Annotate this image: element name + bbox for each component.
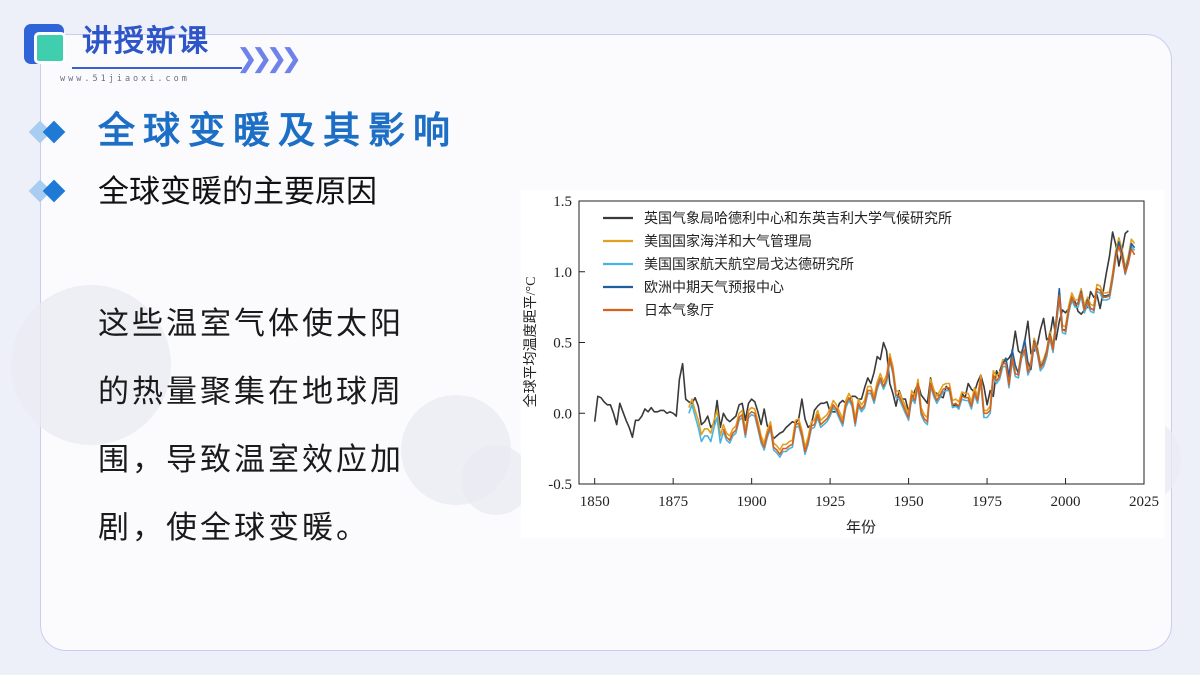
x-tick-label: 2000 bbox=[1051, 494, 1081, 510]
axis-layer: 1850 1875 1900 1925 1950 1975 2000 2025 1.5 1.0 0.… bbox=[548, 194, 1159, 510]
background-decoration bbox=[11, 285, 171, 445]
legend-label: 欧洲中期天气预报中心 bbox=[644, 280, 784, 296]
x-tick-label: 1975 bbox=[972, 494, 1002, 510]
chevrons-icon: ❯❯❯❯ bbox=[236, 44, 302, 74]
y-tick-label: 0.5 bbox=[553, 336, 572, 352]
series-line-2 bbox=[688, 244, 1136, 458]
main-heading: 全球变暖及其影响 bbox=[98, 109, 458, 152]
series-layer bbox=[593, 230, 1136, 458]
logo-icon bbox=[24, 20, 80, 68]
body-paragraph: 这些温室气体使太阳的热量聚集在地球周围，导致温室效应加剧，使全球变暖。 bbox=[98, 306, 404, 546]
section-title: 讲授新课 bbox=[82, 24, 210, 59]
x-tick-label: 1900 bbox=[737, 494, 767, 510]
legend: 英国气象局哈德利中心和东英吉利大学气候研究所美国国家海洋和大气管理局美国国家航天… bbox=[603, 210, 952, 319]
site-url: www.51jiaoxi.com bbox=[60, 74, 190, 84]
section-title-underline bbox=[72, 67, 242, 69]
y-axis-label: 全球平均温度距平/°C bbox=[522, 277, 539, 408]
legend-label: 美国国家航天航空局戈达德研究所 bbox=[644, 256, 854, 273]
chart-svg: 1850 1875 1900 1925 1950 1975 2000 2025 1.5 1.0 0.… bbox=[522, 194, 1159, 536]
x-tick-label: 1850 bbox=[580, 494, 610, 510]
sub-heading: 全球变暖的主要原因 bbox=[98, 174, 377, 210]
x-axis-label: 年份 bbox=[846, 519, 876, 536]
legend-label: 日本气象厅 bbox=[644, 303, 714, 319]
y-tick-label: 1.0 bbox=[553, 265, 572, 281]
legend-label: 美国国家海洋和大气管理局 bbox=[644, 233, 812, 250]
y-tick-label: 1.5 bbox=[553, 194, 572, 210]
x-tick-label: 1875 bbox=[658, 494, 688, 510]
series-line-0 bbox=[593, 230, 1129, 440]
y-tick-label: 0.0 bbox=[553, 406, 572, 422]
series-line-4 bbox=[722, 245, 1136, 456]
legend-label: 英国气象局哈德利中心和东英吉利大学气候研究所 bbox=[644, 210, 952, 227]
temperature-chart: 1850 1875 1900 1925 1950 1975 2000 2025 1.5 1.0 0.… bbox=[521, 190, 1165, 538]
background-decoration bbox=[461, 445, 531, 515]
x-tick-label: 2025 bbox=[1129, 494, 1159, 510]
y-tick-label: -0.5 bbox=[548, 477, 572, 493]
x-tick-label: 1950 bbox=[894, 494, 924, 510]
x-tick-label: 1925 bbox=[815, 494, 845, 510]
